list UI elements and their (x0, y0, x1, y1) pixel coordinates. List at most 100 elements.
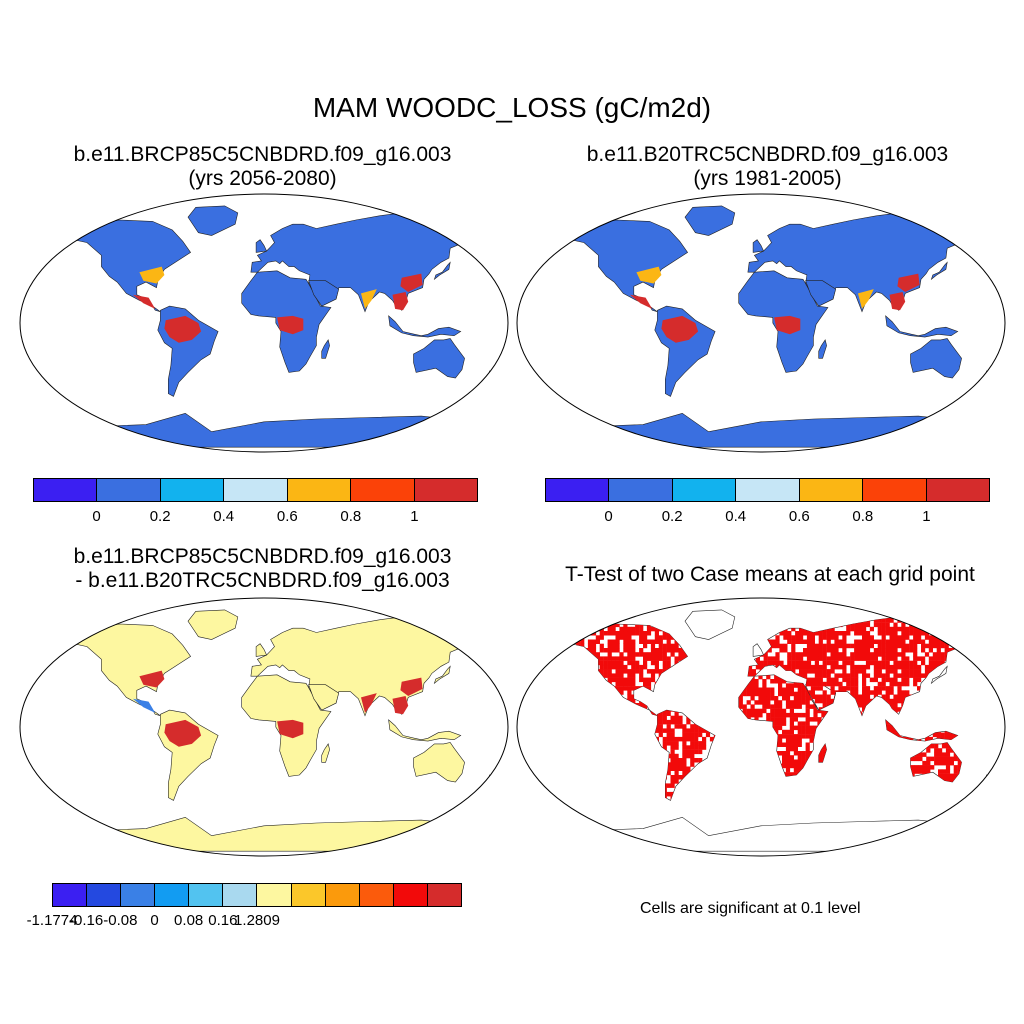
significant-cell (818, 618, 823, 623)
significant-cell (690, 711, 695, 716)
significant-cell (670, 686, 675, 691)
significant-cell (881, 656, 886, 661)
significant-cell (690, 741, 695, 746)
significant-cell (587, 707, 593, 712)
significant-cell (995, 622, 997, 628)
colorbar-box (224, 479, 288, 501)
significant-cell (627, 698, 632, 704)
significant-cell (572, 681, 577, 687)
significant-cell (607, 660, 612, 666)
significant-cell (826, 643, 831, 649)
significant-cell (877, 631, 882, 636)
significant-cell (914, 777, 919, 782)
significant-cell (806, 656, 812, 661)
significant-cell (865, 652, 871, 657)
significant-cell (584, 681, 589, 687)
significant-cell (921, 719, 926, 725)
significant-cell (674, 779, 679, 784)
significant-cell (670, 681, 675, 687)
significant-cell (686, 719, 691, 725)
significant-cell (778, 708, 783, 714)
significant-cell (972, 639, 977, 644)
significant-cell (763, 656, 768, 661)
colorbar-box (189, 884, 224, 906)
significant-cell (893, 736, 898, 742)
significant-cell (914, 756, 919, 762)
significant-cell (826, 635, 831, 640)
significant-cell (968, 673, 973, 678)
significant-cell (599, 624, 604, 628)
significant-cell (873, 711, 878, 716)
significant-cell (881, 648, 886, 653)
significant-cell (762, 759, 767, 764)
significant-cell (766, 738, 771, 743)
significant-cell (865, 631, 871, 636)
significant-cell (751, 648, 756, 653)
significant-cell (941, 760, 947, 766)
significant-cell (956, 698, 961, 704)
significant-cell (795, 660, 800, 666)
significant-cell (910, 773, 915, 779)
significant-cell (909, 664, 914, 670)
significant-cell (584, 703, 589, 708)
significant-cell (948, 681, 953, 687)
significant-cell (968, 639, 973, 644)
significant-cell (544, 681, 549, 687)
significant-cell (774, 674, 779, 680)
significant-cell (809, 725, 814, 731)
significant-cell (799, 626, 804, 632)
significant-cell (587, 626, 593, 632)
significant-cell (922, 760, 927, 766)
significant-cell (813, 759, 818, 764)
significant-cell (921, 732, 926, 738)
significant-cell (779, 673, 784, 678)
significant-cell (564, 681, 569, 687)
significant-cell (646, 686, 652, 691)
significant-cell (694, 728, 699, 733)
significant-cell (889, 626, 894, 632)
significant-cell (738, 679, 743, 684)
significant-cell (889, 732, 894, 738)
significant-cell (759, 669, 764, 674)
significant-cell (917, 631, 922, 636)
significant-cell (830, 681, 835, 687)
significant-cell (580, 711, 585, 716)
significant-cell (771, 643, 776, 649)
significant-cell (789, 755, 794, 760)
significant-cell (658, 652, 663, 657)
significant-cell (763, 643, 768, 649)
significant-cell (587, 673, 593, 678)
significant-cell (662, 710, 667, 712)
significant-cell (705, 719, 711, 725)
significant-cell (795, 622, 800, 628)
significant-cell (599, 631, 604, 636)
significant-cell (983, 711, 989, 716)
significant-cell (936, 631, 941, 636)
significant-cell (556, 698, 561, 704)
significant-cell (654, 728, 659, 733)
significant-cell (690, 770, 695, 776)
significant-cell (627, 635, 632, 640)
significant-cell (599, 698, 604, 704)
significant-cell (862, 631, 867, 636)
significant-cell (619, 686, 624, 691)
significant-cell (591, 711, 597, 716)
significant-cell (774, 700, 779, 705)
significant-cell (983, 694, 989, 699)
significant-cell (901, 694, 906, 699)
significant-cell (814, 626, 819, 632)
significant-cell (976, 690, 981, 695)
significant-cell (694, 741, 699, 746)
significant-cell (690, 753, 695, 759)
significant-cell (905, 618, 910, 623)
significant-cell (960, 703, 965, 708)
significant-cell (584, 711, 589, 716)
significant-cell (785, 738, 791, 743)
significant-cell (791, 677, 796, 683)
significant-cell (795, 635, 800, 640)
significant-cell (917, 669, 922, 674)
significant-cell (995, 677, 997, 683)
significant-cell (662, 703, 667, 708)
significant-cell (909, 626, 914, 632)
significant-cell (968, 681, 973, 687)
